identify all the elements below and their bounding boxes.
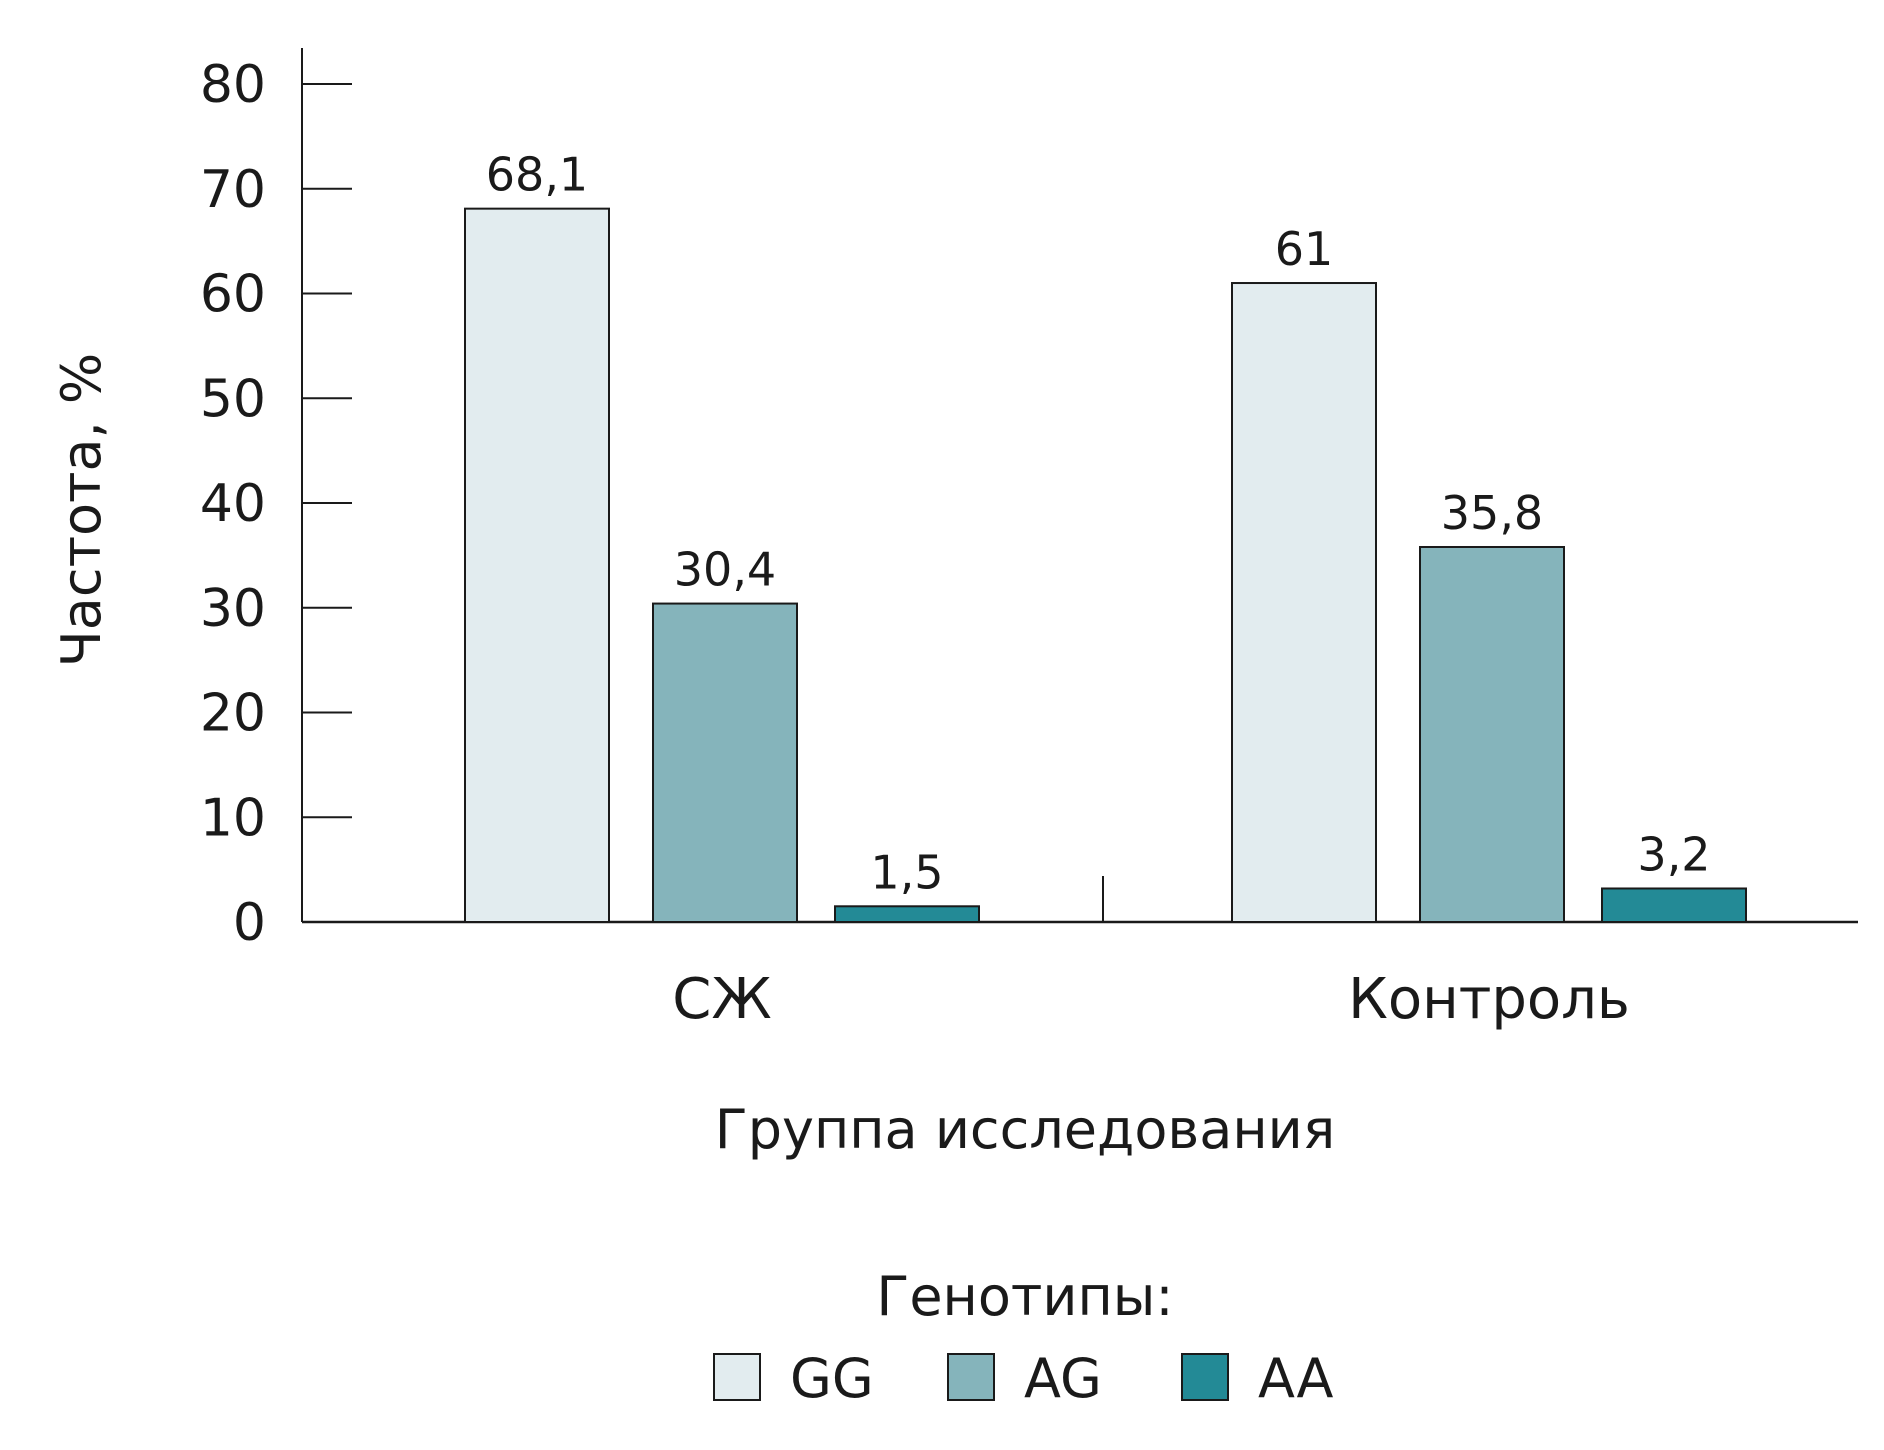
y-tick-label: 80 <box>200 55 266 115</box>
y-tick-label: 50 <box>200 369 266 429</box>
legend-swatch-aa <box>1181 1353 1229 1401</box>
y-tick-label: 20 <box>200 684 266 744</box>
data-label: 30,4 <box>674 543 776 597</box>
category-label: СЖ <box>672 967 771 1032</box>
legend-title: Генотипы: <box>876 1265 1173 1328</box>
data-label: 68,1 <box>486 148 588 202</box>
y-tick-label: 40 <box>200 474 266 534</box>
bar-aa-szh <box>834 905 980 923</box>
bar-ag-szh <box>652 602 798 923</box>
y-tick-label: 70 <box>200 160 266 220</box>
axes: 0 10 20 30 40 50 60 70 80 <box>200 48 1858 953</box>
bars <box>464 207 1747 923</box>
data-label: 35,8 <box>1441 486 1543 540</box>
bar-ag-control <box>1419 545 1565 923</box>
legend-swatch-gg <box>713 1353 761 1401</box>
bar-aa-control <box>1601 887 1747 923</box>
data-label: 61 <box>1275 222 1334 276</box>
legend-swatch-ag <box>947 1353 995 1401</box>
y-tick-label: 10 <box>200 788 266 848</box>
bar-gg-szh <box>464 207 610 923</box>
data-label: 1,5 <box>870 845 943 899</box>
legend-label-aa: AA <box>1258 1347 1333 1410</box>
legend-label-gg: GG <box>790 1347 874 1410</box>
y-tick-label: 30 <box>200 579 266 639</box>
y-tick-label: 60 <box>200 265 266 325</box>
legend: Генотипы: GG AG AA <box>713 1265 1333 1410</box>
category-label: Контроль <box>1348 967 1630 1032</box>
y-tick-label: 0 <box>233 893 266 953</box>
x-axis-title: Группа исследования <box>715 1098 1335 1161</box>
labels: 68,1 30,4 1,5 СЖ 61 35,8 3,2 Контроль <box>486 148 1711 1032</box>
bar-gg-control <box>1231 282 1377 923</box>
data-label: 3,2 <box>1637 827 1710 881</box>
legend-label-ag: AG <box>1024 1347 1102 1410</box>
y-axis-title: Частота, % <box>50 353 113 667</box>
